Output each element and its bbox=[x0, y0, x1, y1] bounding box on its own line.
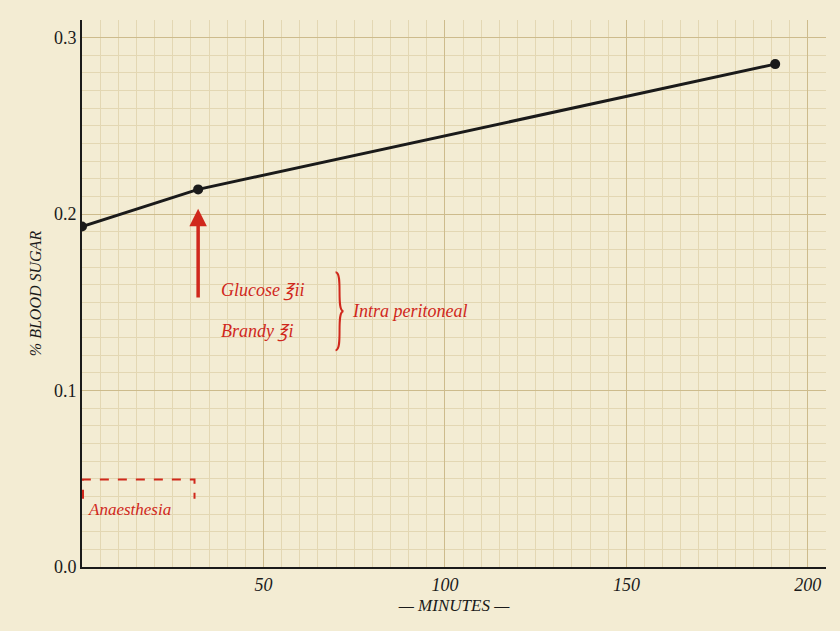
svg-text:150: 150 bbox=[613, 575, 640, 595]
svg-text:100: 100 bbox=[431, 575, 458, 595]
svg-text:— MINUTES —: — MINUTES — bbox=[398, 596, 510, 615]
svg-text:Brandy ℥i: Brandy ℥i bbox=[221, 321, 294, 342]
svg-text:% BLOOD SUGAR: % BLOOD SUGAR bbox=[27, 231, 44, 357]
svg-text:Intra peritoneal: Intra peritoneal bbox=[352, 301, 468, 321]
svg-text:200: 200 bbox=[794, 575, 821, 595]
svg-text:50: 50 bbox=[254, 575, 272, 595]
svg-text:0.0: 0.0 bbox=[54, 557, 77, 577]
svg-text:Anaesthesia: Anaesthesia bbox=[88, 500, 171, 519]
svg-text:0.1: 0.1 bbox=[54, 381, 77, 401]
svg-text:0.2: 0.2 bbox=[54, 204, 77, 224]
svg-text:0.3: 0.3 bbox=[54, 28, 77, 48]
svg-text:Glucose ℥ii: Glucose ℥ii bbox=[221, 280, 305, 301]
